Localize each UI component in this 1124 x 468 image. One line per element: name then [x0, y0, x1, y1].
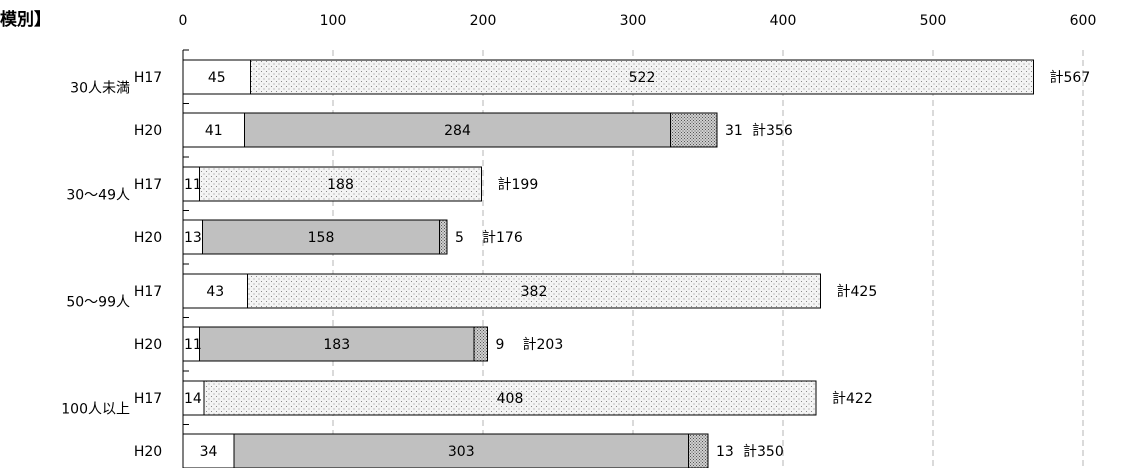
data-label: 13	[184, 230, 202, 246]
year-label: H20	[134, 230, 162, 246]
x-tick-label: 200	[470, 13, 497, 29]
data-label: 45	[208, 70, 226, 86]
bar-segment	[439, 219, 448, 255]
x-tick-label: 100	[320, 13, 347, 29]
year-label: H17	[134, 284, 162, 300]
data-label: 11	[184, 337, 202, 353]
data-label: 284	[444, 123, 471, 139]
year-label: H17	[134, 70, 162, 86]
data-label: 5	[455, 230, 464, 246]
bar-segment	[233, 433, 689, 468]
total-label: 計350	[743, 444, 784, 460]
x-tick-label: 300	[620, 13, 647, 29]
group-labels: 30人未満 30〜49人 50〜99人 100人以上	[61, 81, 130, 418]
bar-segment	[244, 112, 671, 148]
x-tick-label: 600	[1070, 13, 1097, 29]
x-tick-label: 0	[179, 13, 188, 29]
total-label: 計567	[1050, 70, 1091, 86]
group-label: 100人以上	[61, 402, 130, 418]
year-label: H20	[134, 337, 162, 353]
data-label: 408	[497, 391, 524, 407]
bar-segment	[247, 273, 821, 309]
year-label: H20	[134, 123, 162, 139]
data-label: 9	[496, 337, 505, 353]
total-label: 計356	[752, 123, 793, 139]
chart-title: 模別】	[0, 9, 51, 30]
year-label: H17	[134, 177, 162, 193]
data-label: 188	[327, 177, 354, 193]
bar-segment	[199, 166, 482, 202]
x-tick-label: 500	[920, 13, 947, 29]
total-label: 計176	[482, 230, 523, 246]
total-label: 計425	[837, 284, 878, 300]
year-label: H17	[134, 391, 162, 407]
year-label: H20	[134, 444, 162, 460]
group-label: 30人未満	[70, 81, 130, 97]
total-label: 計422	[832, 391, 873, 407]
group-label: 30〜49人	[66, 188, 130, 204]
bar-segment	[182, 273, 248, 309]
bar-segment	[473, 326, 488, 362]
bar-segment	[203, 380, 817, 416]
data-label: 303	[448, 444, 475, 460]
total-label: 計199	[498, 177, 539, 193]
data-label: 34	[200, 444, 218, 460]
x-axis-ticks: 0 100 200 300 400 500 600	[179, 13, 1097, 29]
data-label: 14	[184, 391, 202, 407]
group-label: 50〜99人	[66, 295, 130, 311]
bar-segment	[182, 112, 245, 148]
data-label: 13	[716, 444, 734, 460]
bar-segment	[202, 219, 440, 255]
bars: H17 45 522 計567 H20 41 284 31 計356 H17 11 188 計199 H2…	[134, 59, 1091, 468]
bar-segment	[670, 112, 718, 148]
data-label: 158	[308, 230, 335, 246]
data-label: 382	[521, 284, 548, 300]
bar-segment	[250, 59, 1034, 95]
data-label: 183	[323, 337, 350, 353]
total-label: 計203	[523, 337, 564, 353]
bar-segment	[688, 433, 709, 468]
data-label: 31	[725, 123, 743, 139]
bar-segment	[182, 433, 235, 468]
x-tick-label: 400	[770, 13, 797, 29]
data-label: 41	[205, 123, 223, 139]
data-label: 522	[629, 70, 656, 86]
data-label: 43	[206, 284, 224, 300]
data-label: 11	[184, 177, 202, 193]
